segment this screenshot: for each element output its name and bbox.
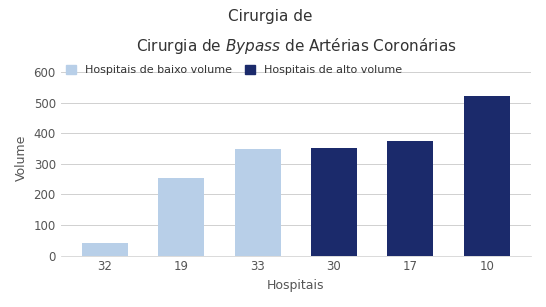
X-axis label: Hospitais: Hospitais	[267, 279, 324, 292]
Bar	[235, 150, 281, 256]
Bar	[82, 243, 128, 256]
Bar	[311, 148, 357, 256]
Text: Cirurgia de: Cirurgia de	[228, 9, 318, 24]
Y-axis label: Volume: Volume	[15, 134, 28, 181]
Legend: Hospitais de baixo volume, Hospitais de alto volume: Hospitais de baixo volume, Hospitais de …	[66, 65, 402, 76]
Title: Cirurgia de $\mathit{Bypass}$ de Artérias Coronárias: Cirurgia de $\mathit{Bypass}$ de Artéria…	[135, 37, 456, 56]
Bar	[464, 96, 509, 256]
Bar	[158, 177, 204, 256]
Bar	[388, 141, 434, 256]
